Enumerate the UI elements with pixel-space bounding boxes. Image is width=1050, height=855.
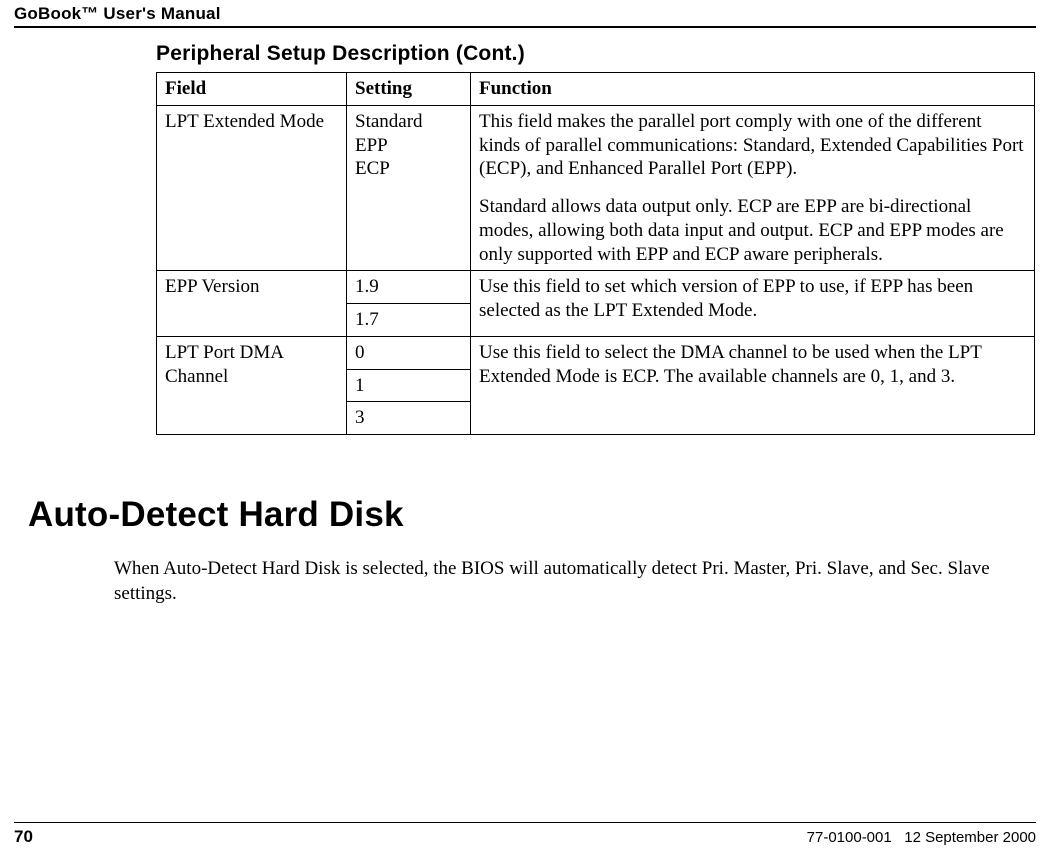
cell-field: LPT Extended Mode [157, 105, 347, 271]
cell-setting: 1.9 [347, 271, 471, 304]
manual-title: GoBook™ User's Manual [14, 4, 221, 24]
function-paragraph: This field makes the parallel port compl… [479, 110, 1026, 181]
cell-function: Use this field to set which version of E… [471, 271, 1035, 337]
autodetect-paragraph: When Auto-Detect Hard Disk is selected, … [114, 557, 1022, 606]
page-number: 70 [14, 827, 33, 847]
footer-rule [14, 822, 1036, 823]
col-header-field: Field [157, 73, 347, 106]
cell-setting: Standard EPP ECP [347, 105, 471, 271]
cell-setting: 3 [347, 402, 471, 435]
table-row: LPT Extended Mode Standard EPP ECP This … [157, 105, 1035, 271]
cell-setting: 0 [347, 336, 471, 369]
setting-option: ECP [355, 157, 462, 181]
footer-row: 70 77-0100-001 12 September 2000 [14, 827, 1036, 847]
page-container: GoBook™ User's Manual Peripheral Setup D… [0, 0, 1050, 855]
content-area: Peripheral Setup Description (Cont.) Fie… [0, 28, 1050, 606]
cell-function: Use this field to select the DMA channel… [471, 336, 1035, 434]
col-header-function: Function [471, 73, 1035, 106]
doc-date: 12 September 2000 [904, 829, 1036, 846]
cell-setting: 1 [347, 369, 471, 402]
setting-option: Standard [355, 110, 462, 134]
function-paragraph: Standard allows data output only. ECP ar… [479, 195, 1026, 266]
cell-field: LPT Port DMA Channel [157, 336, 347, 434]
function-paragraph: Use this field to set which version of E… [479, 275, 1026, 323]
function-paragraph: Use this field to select the DMA channel… [479, 341, 1026, 389]
peripheral-table: Field Setting Function LPT Extended Mode… [156, 72, 1035, 435]
page-footer: 70 77-0100-001 12 September 2000 [0, 822, 1050, 847]
cell-field: EPP Version [157, 271, 347, 337]
setting-option: EPP [355, 134, 462, 158]
table-row: LPT Port DMA Channel 0 Use this field to… [157, 336, 1035, 369]
cell-setting: 1.7 [347, 304, 471, 337]
autodetect-heading: Auto-Detect Hard Disk [28, 495, 1036, 535]
doc-id: 77-0100-001 [807, 829, 892, 846]
col-header-setting: Setting [347, 73, 471, 106]
footer-meta: 77-0100-001 12 September 2000 [807, 829, 1036, 846]
peripheral-section-title: Peripheral Setup Description (Cont.) [156, 42, 1036, 66]
cell-function: This field makes the parallel port compl… [471, 105, 1035, 271]
table-row: EPP Version 1.9 Use this field to set wh… [157, 271, 1035, 304]
page-header: GoBook™ User's Manual [0, 0, 1050, 24]
table-header-row: Field Setting Function [157, 73, 1035, 106]
